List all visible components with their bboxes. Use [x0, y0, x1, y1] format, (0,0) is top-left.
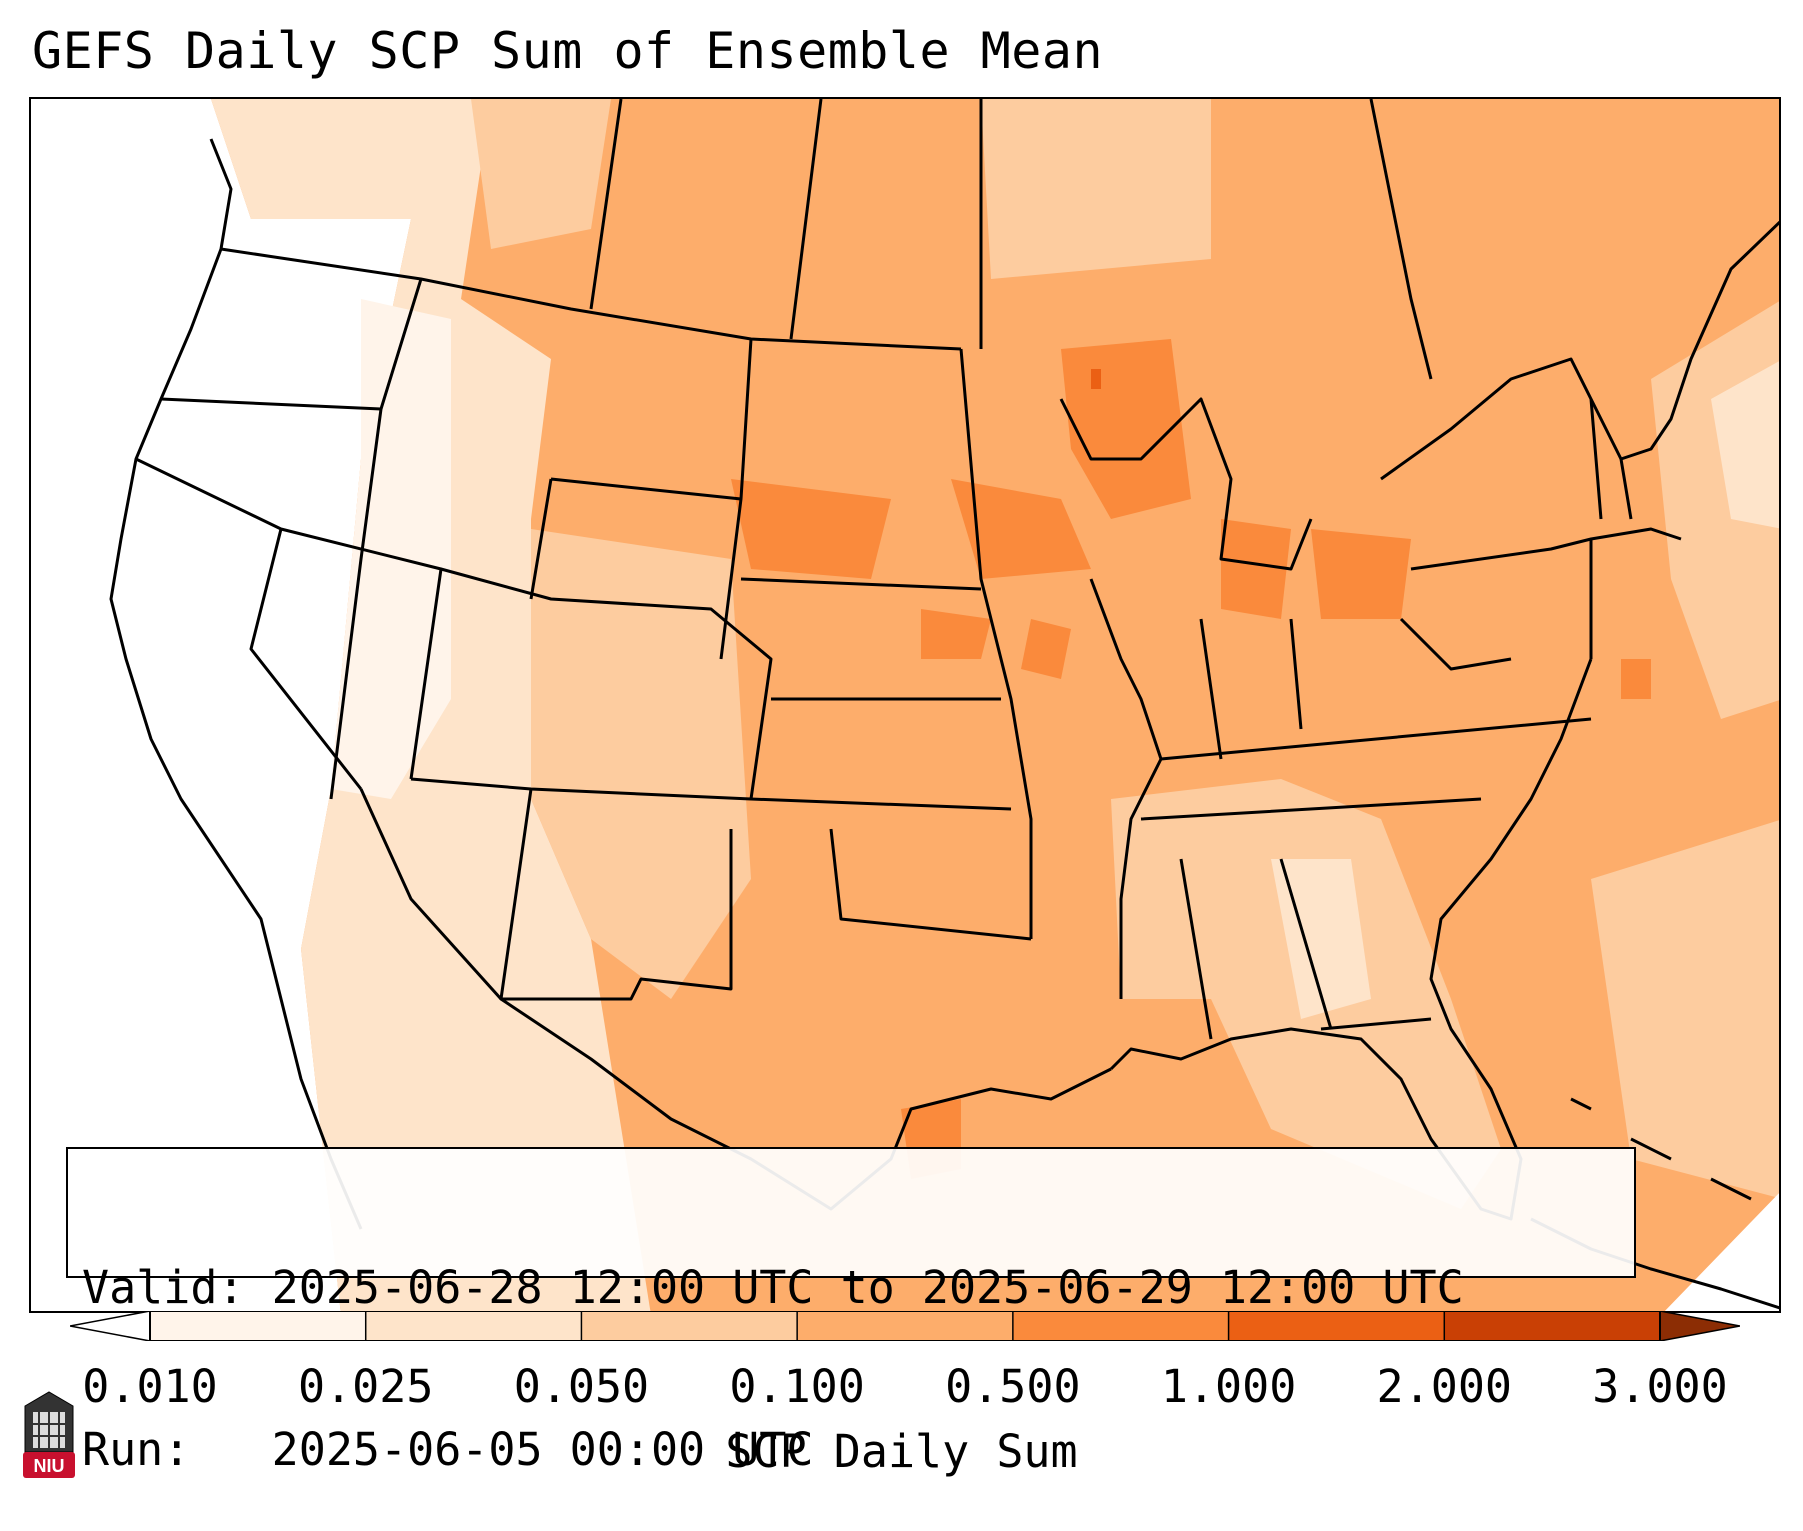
colorbar-segments: [150, 1311, 1661, 1341]
map-panel: [29, 97, 1781, 1313]
new-england-states: [1589, 398, 1682, 541]
oregon-idaho-border: [329, 278, 423, 800]
field-iowa-high: [951, 479, 1091, 579]
ohio-valley-states: [1199, 537, 1593, 760]
field-gulf-of-maine-low: [1711, 361, 1779, 529]
colorbar-over-arrow: [1659, 1311, 1740, 1341]
field-indiana-high: [1221, 519, 1291, 619]
new-mexico-outline: [499, 788, 733, 1001]
state-boundaries: [109, 99, 1779, 1310]
scp-field-map: [31, 99, 1779, 1311]
field-max-cell: [1091, 369, 1101, 389]
colorbar-segment: [365, 1311, 582, 1341]
field-atlantic-east-pale: [1591, 820, 1779, 1198]
colorbar-tick-label: 0.010: [82, 1360, 218, 1413]
valid-run-info-box: Valid: 2025-06-28 12:00 UTC to 2025-06-2…: [66, 1147, 1636, 1476]
field-nebraska-high: [731, 479, 891, 579]
field-four-corners: [531, 529, 751, 999]
field-nevada-very-low: [331, 299, 451, 799]
colorbar-tick-label: 0.050: [513, 1360, 650, 1413]
colorbar-tick-label: 1.000: [1160, 1360, 1297, 1413]
niu-logo: NIU: [23, 1391, 75, 1478]
colorbar-segment: [797, 1311, 1014, 1341]
canada-provinces: [589, 99, 983, 349]
colorbar-tick-label: 0.025: [297, 1360, 434, 1413]
colorbar-label: SCP Daily Sum: [725, 1425, 1078, 1478]
plains-states: [719, 338, 1032, 941]
field-atlantic-high-cell: [1621, 659, 1651, 699]
colorbar-ticks: [149, 1311, 1661, 1341]
valid-time-text: Valid: 2025-06-28 12:00 UTC to 2025-06-2…: [82, 1261, 1464, 1314]
field-georgia-low: [1271, 859, 1371, 1019]
colorbar-tick-labels: 0.010 0.025 0.050 0.100 0.500 1.000 2.000 3.000: [0, 1360, 1803, 1420]
colorbar-segment: [1228, 1311, 1445, 1341]
run-time-text: Run: 2025-06-05 00:00 UTC: [82, 1423, 814, 1476]
colorbar-tick-label: 2.000: [1376, 1360, 1513, 1413]
field-kansas-high: [921, 609, 991, 659]
minnesota-iowa-missouri-line: [959, 348, 1033, 939]
canada-border-west: [220, 247, 962, 351]
field-ohio-high: [1311, 529, 1411, 619]
colorbar-segment: [1012, 1311, 1230, 1341]
southeast-states: [1140, 717, 1592, 1040]
map-title: GEFS Daily SCP Sum of Ensemble Mean: [32, 22, 1104, 80]
bahamas-islands: [1570, 1097, 1752, 1201]
great-lakes-west: [1059, 397, 1313, 571]
colorbar-segment: [150, 1311, 367, 1341]
quebec-ontario-border: [1369, 99, 1433, 380]
colorbar-tick-label: 3.000: [1592, 1360, 1728, 1413]
field-bc-pale: [471, 99, 611, 249]
field-pacific-low: [31, 99, 411, 1311]
colorbar-segment: [1444, 1311, 1661, 1341]
niu-logo-text: NIU: [34, 1456, 65, 1476]
colorbar-tick-label: 0.500: [945, 1360, 1081, 1413]
colorbar-segment: [581, 1311, 798, 1341]
pacific-coastline: [109, 138, 363, 1230]
field-canada-pale: [981, 99, 1211, 279]
colorbar: [70, 1311, 1740, 1341]
field-missouri-high: [1021, 619, 1071, 679]
colorbar-tick-label: 0.100: [729, 1360, 865, 1413]
colorbar-under-arrow: [70, 1311, 151, 1341]
